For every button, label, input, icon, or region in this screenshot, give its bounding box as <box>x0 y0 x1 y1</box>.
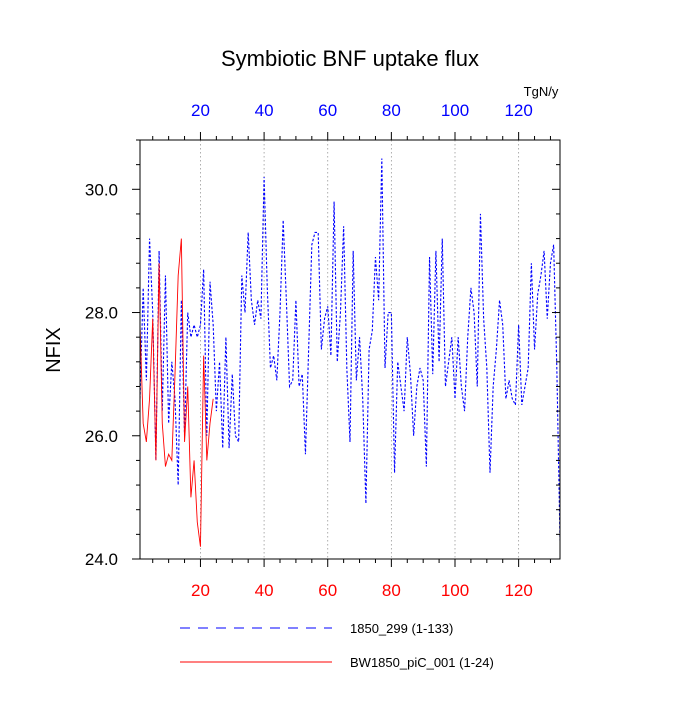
bottom-tick-label: 60 <box>318 581 337 600</box>
bottom-tick-label: 120 <box>504 581 532 600</box>
legend-label-2: BW1850_piC_001 (1-24) <box>350 655 494 670</box>
series-line-2 <box>140 238 214 547</box>
series-layer <box>140 158 560 547</box>
left-tick-label: 30.0 <box>85 180 118 199</box>
grid-layer <box>200 140 520 559</box>
left-tick-label: 24.0 <box>85 550 118 569</box>
top-tick-label: 120 <box>504 101 532 120</box>
left-tick-label: 28.0 <box>85 304 118 323</box>
chart-title: Symbiotic BNF uptake flux <box>221 46 479 71</box>
legend-layer: 1850_299 (1-133) BW1850_piC_001 (1-24) <box>180 621 494 670</box>
legend-label-1: 1850_299 (1-133) <box>350 621 453 636</box>
top-tick-label: 80 <box>382 101 401 120</box>
top-tick-label: 60 <box>318 101 337 120</box>
top-tick-label: 40 <box>255 101 274 120</box>
top-tick-label: 20 <box>191 101 210 120</box>
bottom-tick-label: 40 <box>255 581 274 600</box>
axes-layer: 20 40 60 80 100 120 20 40 60 80 100 120 24.0 26.0 28.0… <box>85 101 560 600</box>
series-line-1 <box>140 158 560 541</box>
units-label: TgN/y <box>524 84 559 99</box>
plot-frame <box>139 139 561 560</box>
bottom-tick-label: 20 <box>191 581 210 600</box>
bottom-tick-label: 80 <box>382 581 401 600</box>
bottom-tick-label: 100 <box>441 581 469 600</box>
top-tick-label: 100 <box>441 101 469 120</box>
y-axis-label: NFIX <box>43 327 65 373</box>
left-tick-label: 26.0 <box>85 427 118 446</box>
